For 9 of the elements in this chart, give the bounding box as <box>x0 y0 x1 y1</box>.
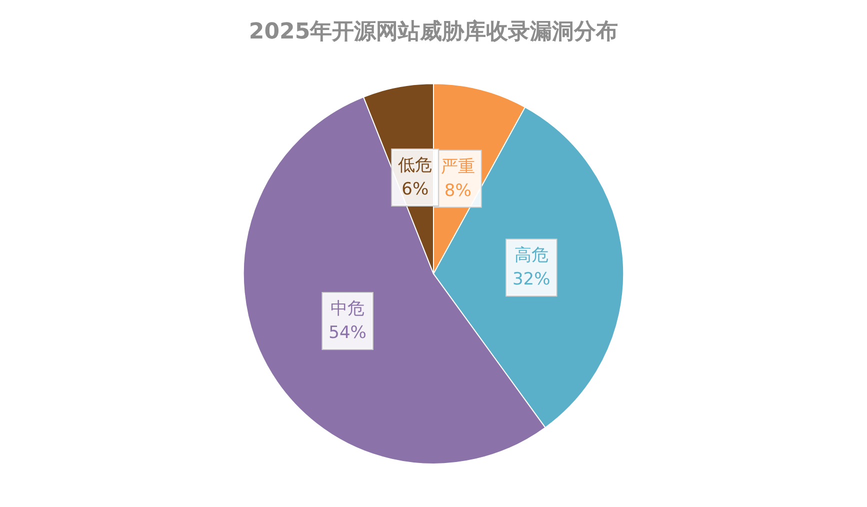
data-label: 8% <box>444 180 472 201</box>
chart-title: 2025年开源网站威胁库收录漏洞分布 <box>248 18 618 44</box>
slice-label: 低危 <box>398 155 432 176</box>
data-label: 6% <box>402 179 429 200</box>
data-label: 32% <box>512 270 550 290</box>
slice-label: 严重 <box>440 156 475 177</box>
data-label: 54% <box>328 323 366 344</box>
slice-label: 高危 <box>514 246 548 266</box>
slice-label: 中危 <box>330 299 365 320</box>
